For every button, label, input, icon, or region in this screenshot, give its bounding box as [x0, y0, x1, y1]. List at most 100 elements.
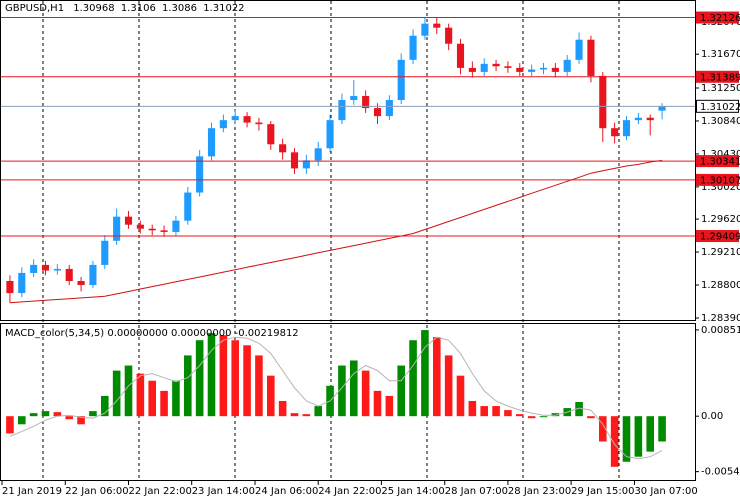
candle-body — [362, 96, 370, 109]
y-tick-label: 1.31670 — [701, 49, 740, 60]
candle-body — [113, 216, 121, 241]
x-tick-label: 30 Jan 07:00 — [634, 486, 697, 497]
symbol: GBPUSD,H1 — [5, 3, 64, 14]
candle-body — [148, 228, 156, 231]
macd-bar — [492, 406, 500, 417]
macd-bar — [539, 416, 548, 418]
macd-bar — [183, 355, 192, 417]
price-frame — [0, 0, 696, 321]
macd-bar — [207, 333, 216, 417]
candle-body — [338, 100, 346, 121]
candle-body — [575, 39, 583, 60]
macd-bar — [646, 416, 655, 452]
macd-bar — [361, 370, 370, 417]
candle-body — [634, 117, 642, 121]
level-label: 1.30341 — [700, 157, 740, 168]
candle-body — [18, 272, 26, 294]
macd-bar — [160, 390, 168, 417]
macd-bar — [421, 330, 429, 417]
macd-bar — [231, 340, 240, 417]
level-label-box — [696, 11, 739, 24]
level-label-box — [696, 230, 739, 243]
candle-body — [539, 67, 548, 70]
level-label-box — [696, 173, 739, 186]
macd-bar — [397, 365, 406, 417]
candle-body — [504, 66, 512, 68]
moving-average — [9, 159, 663, 304]
macd-bar — [622, 416, 631, 462]
level-label: 1.29409 — [700, 232, 740, 243]
candle-body — [563, 59, 571, 72]
last-low: 1.3086 — [162, 3, 197, 14]
signal-line — [9, 336, 663, 460]
candle-body — [124, 216, 133, 225]
candle-body — [302, 160, 310, 169]
x-tick-label: 28 Jan 23:00 — [508, 486, 571, 497]
macd-bar — [290, 413, 299, 417]
candle-body — [290, 152, 299, 169]
candle-body — [373, 108, 382, 117]
y-tick-label: 1.29210 — [701, 247, 740, 258]
macd-bar — [658, 416, 666, 442]
macd-bar — [456, 375, 465, 417]
price-label-box — [696, 99, 739, 113]
macd-bar — [17, 416, 26, 425]
candle-body — [184, 192, 192, 221]
candle-body — [314, 148, 322, 161]
macd-bar — [243, 345, 251, 417]
candle-body — [480, 63, 488, 72]
candle-body — [599, 75, 607, 129]
macd-bar — [124, 365, 133, 417]
macd-bar — [373, 390, 382, 417]
y-tick-label: 1.31250 — [701, 83, 740, 94]
candle-body — [89, 264, 97, 286]
y-tick-label: 1.30020 — [701, 182, 740, 193]
candle-body — [551, 67, 559, 72]
level-label-box — [696, 155, 739, 168]
macd-bar — [195, 340, 204, 417]
macd-bar — [41, 411, 50, 417]
candle-body — [528, 69, 536, 72]
candle-body — [409, 35, 417, 60]
candle-body — [243, 116, 251, 123]
macd-bar — [89, 411, 97, 417]
candle-body — [136, 224, 144, 229]
candle-body — [101, 240, 109, 265]
macd-bar — [219, 335, 228, 417]
candle-body — [587, 39, 595, 76]
candle-body — [196, 156, 204, 193]
macd-bar — [53, 412, 62, 417]
level-label: 1.32126 — [700, 13, 740, 24]
indicator-title: MACD_color(5,34,5) 0.00000000 0.00000000… — [5, 328, 299, 339]
y-tick-label: 0.0085182 — [701, 325, 740, 336]
candle-body — [516, 67, 524, 72]
macd-bar — [314, 406, 323, 417]
candle-body — [207, 128, 216, 157]
candle-body — [219, 120, 227, 129]
candle-body — [41, 264, 50, 271]
x-tick-label: 22 Jan 22:00 — [129, 486, 192, 497]
macd-frame — [0, 323, 696, 481]
macd-bar — [172, 380, 180, 417]
candle-body — [279, 144, 287, 153]
macd-bar — [444, 355, 453, 417]
macd-bar — [409, 340, 417, 417]
level-label: 1.30107 — [700, 175, 740, 186]
price-panel: 1.320701.316701.312501.308401.304301.300… — [1, 11, 740, 324]
macd-bar — [6, 416, 14, 434]
y-tick-label: 1.30840 — [701, 116, 740, 127]
candle-body — [397, 59, 405, 101]
macd-bar — [29, 413, 38, 417]
macd-bar — [587, 416, 595, 419]
last-close: 1.31022 — [203, 3, 244, 14]
macd-bar — [504, 410, 512, 417]
candle-body — [385, 100, 393, 117]
candle-body — [255, 122, 263, 125]
candle-body — [77, 280, 85, 286]
macd-bar — [468, 400, 477, 417]
candle-body — [267, 124, 275, 145]
candle-body — [445, 27, 453, 44]
macd-bar — [77, 416, 85, 425]
macd-bar — [575, 402, 583, 417]
y-tick-label: 1.28800 — [701, 280, 740, 291]
